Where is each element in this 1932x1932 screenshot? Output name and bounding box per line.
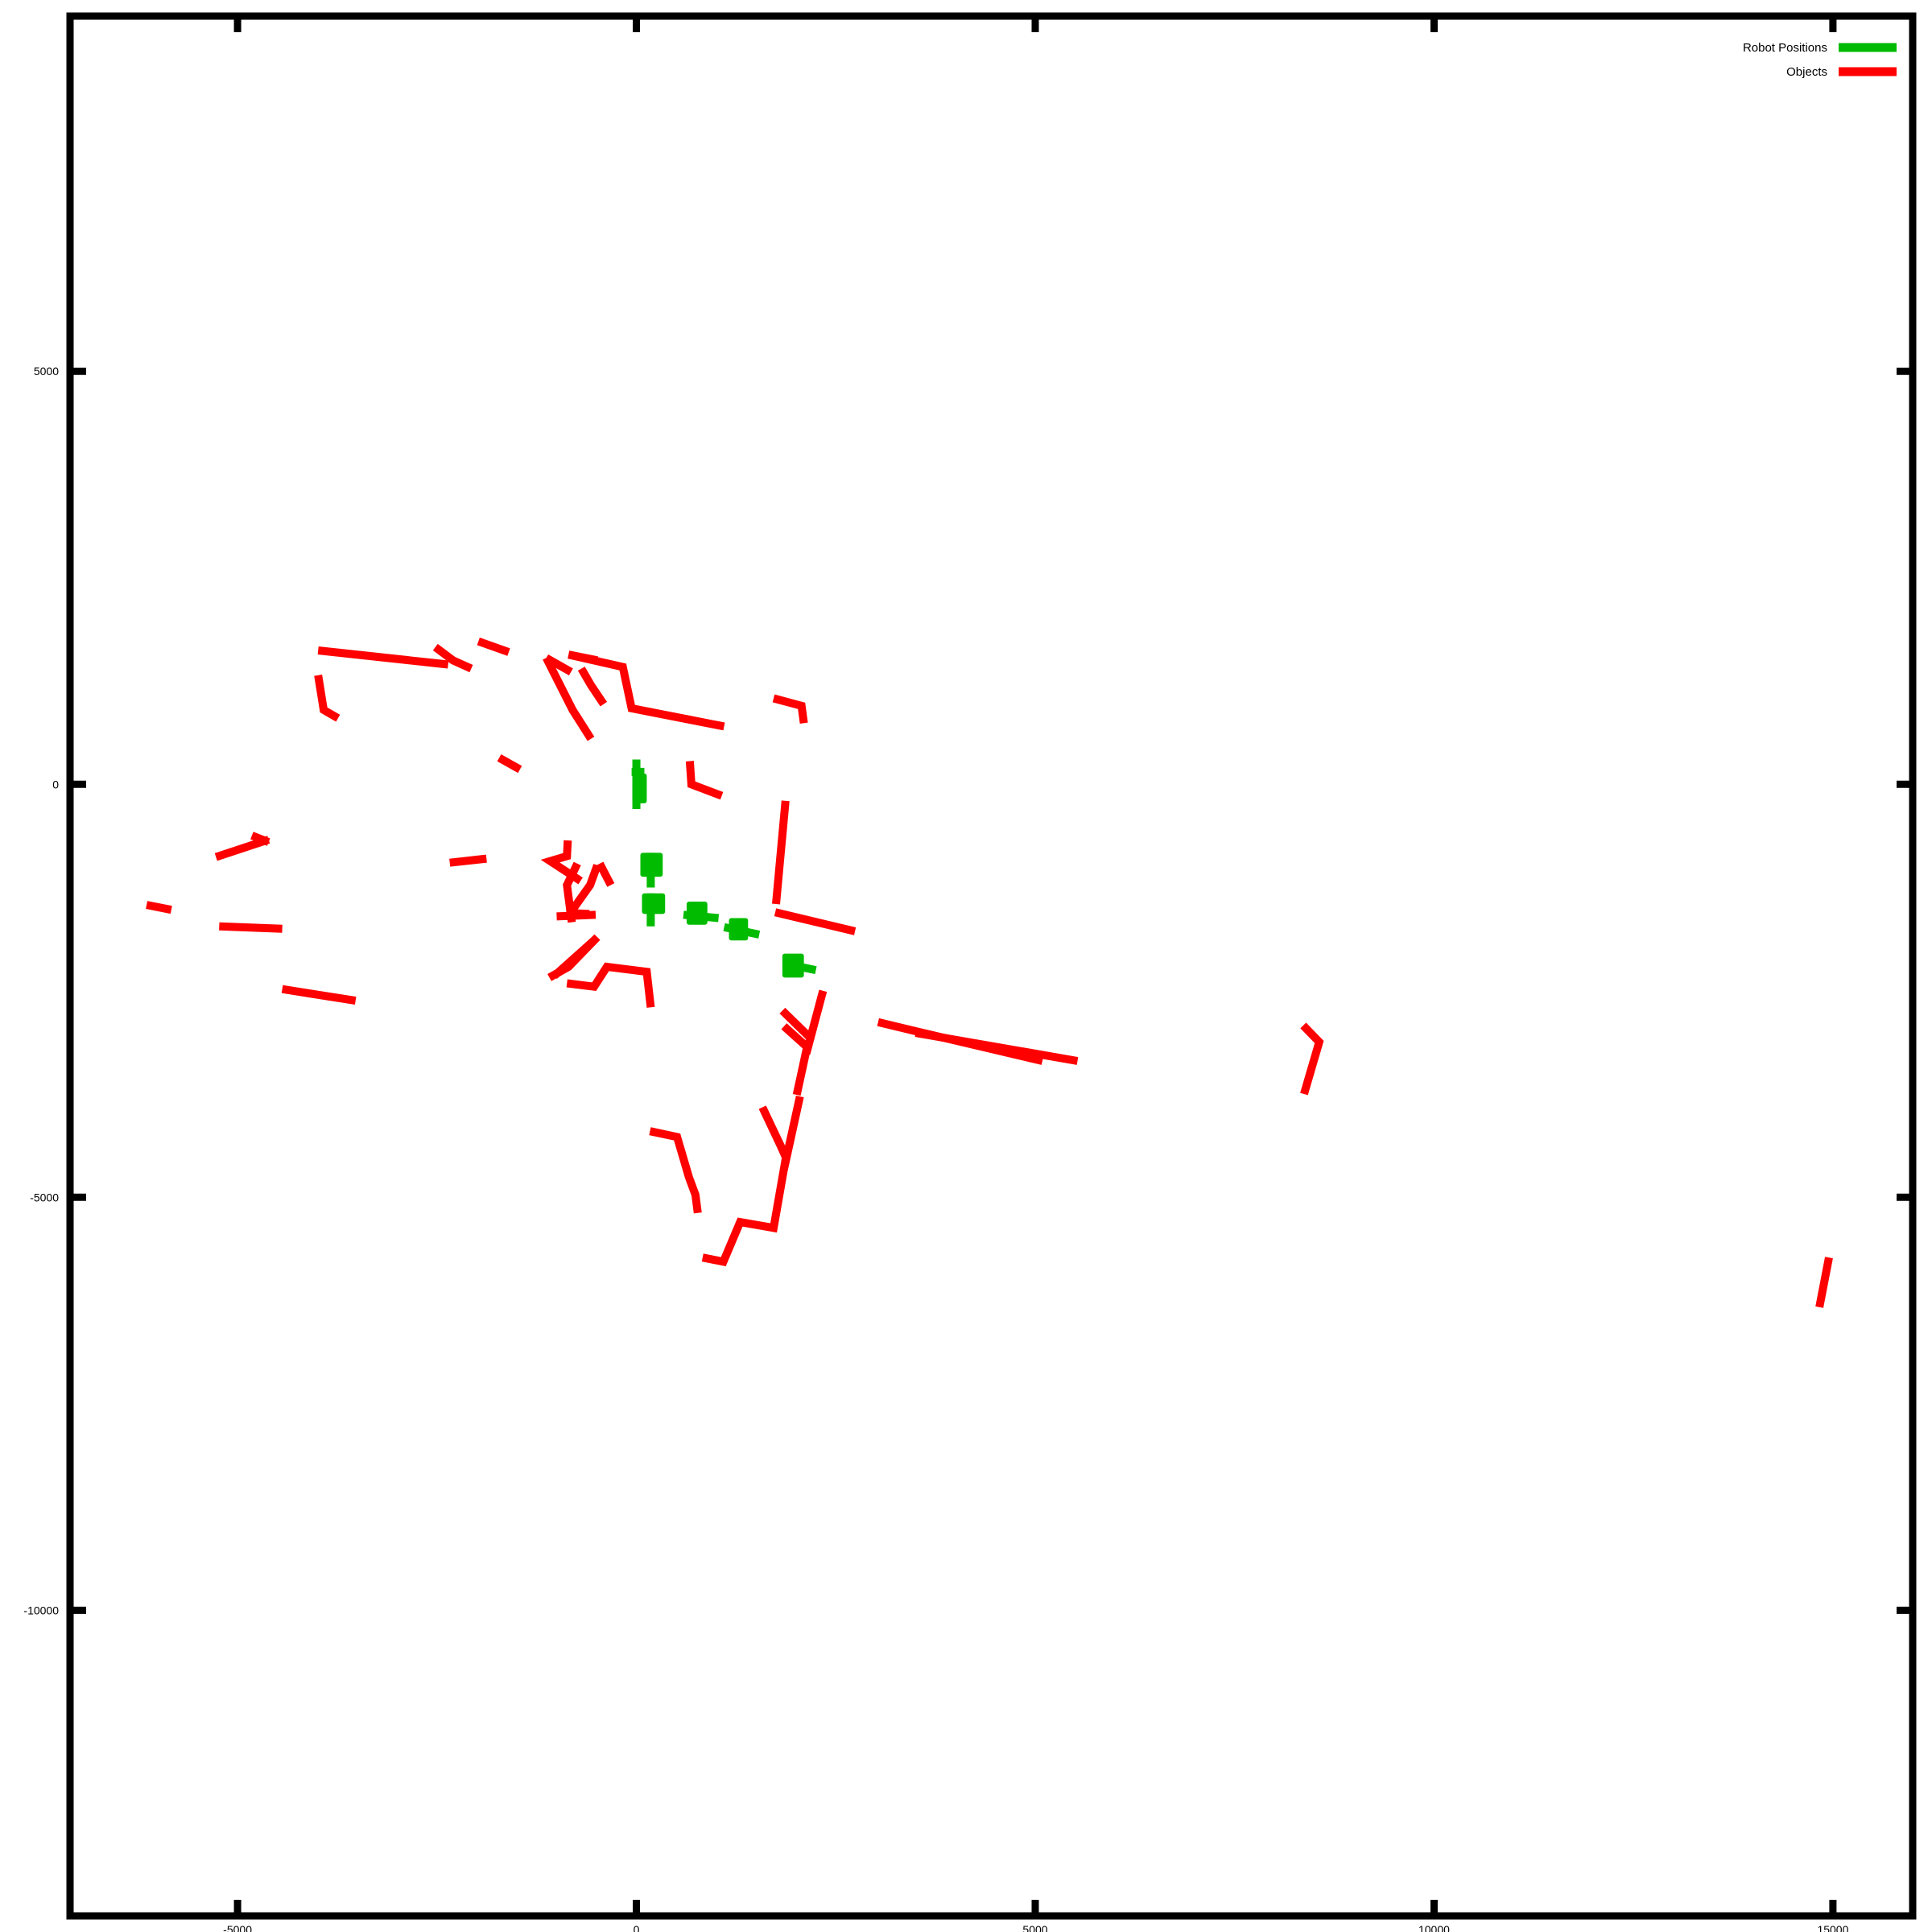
- robot-position-marker-2: [640, 852, 663, 877]
- object-polyline-17: [449, 854, 487, 867]
- x-tick-label: -5000: [223, 1923, 252, 1932]
- robot-positions-series: [631, 759, 817, 978]
- object-polyline-18: [540, 840, 583, 885]
- legend-label-robot-positions: Robot Positions: [1743, 41, 1827, 55]
- object-polyline-30: [781, 1023, 812, 1096]
- y-tick-label: -10000: [23, 1604, 59, 1616]
- plot-axes: [66, 12, 1917, 1920]
- object-polyline-12: [685, 761, 724, 800]
- object-polyline-1: [317, 646, 449, 669]
- tick-labels: -5000 0 5000 10000 15000 5000 0 -5000 -10000: [23, 365, 1848, 1932]
- object-polyline-8: [577, 667, 608, 707]
- object-polyline-35: [758, 1096, 804, 1171]
- object-polyline-28: [281, 985, 357, 1005]
- objects-series: [146, 637, 1833, 1308]
- plot-frame: [66, 12, 1917, 1920]
- x-tick-label: 0: [634, 1923, 640, 1932]
- object-polyline-9: [568, 650, 725, 731]
- y-tick-label: 5000: [34, 365, 59, 378]
- robot-position-marker-1: [632, 773, 647, 803]
- object-polyline-25: [566, 962, 655, 1008]
- object-polyline-33: [1300, 1022, 1324, 1096]
- object-polyline-3: [477, 637, 510, 656]
- object-polyline-22: [556, 910, 597, 921]
- legend: Robot Positions Objects: [1743, 41, 1897, 79]
- robot-position-marker-5: [729, 918, 749, 941]
- object-polyline-4: [314, 675, 341, 722]
- y-tick-label: 0: [52, 778, 59, 791]
- object-polyline-20: [596, 861, 615, 887]
- x-tick-label: 10000: [1418, 1923, 1450, 1932]
- robot-position-marker-4: [686, 901, 708, 925]
- object-polyline-14: [774, 908, 857, 935]
- x-tick-label: 15000: [1817, 1923, 1848, 1932]
- robot-position-marker-6: [782, 953, 804, 978]
- x-tick-label: 5000: [1022, 1923, 1047, 1932]
- object-polyline-26: [146, 901, 172, 914]
- object-polyline-24: [551, 936, 598, 980]
- y-tick-label: -5000: [30, 1191, 59, 1203]
- object-polyline-32: [914, 1029, 1079, 1065]
- object-polyline-37: [1815, 1257, 1833, 1308]
- object-polyline-2: [432, 643, 473, 673]
- object-polyline-13: [772, 800, 790, 905]
- object-polyline-34: [649, 1127, 702, 1214]
- object-polyline-16: [250, 832, 270, 846]
- object-polyline-36: [701, 1154, 791, 1266]
- object-polyline-27: [219, 922, 283, 933]
- object-polyline-6: [543, 656, 595, 741]
- robot-position-marker-3: [642, 893, 666, 914]
- legend-label-objects: Objects: [1786, 65, 1827, 79]
- object-polyline-11: [497, 754, 522, 774]
- object-polyline-10: [772, 694, 808, 724]
